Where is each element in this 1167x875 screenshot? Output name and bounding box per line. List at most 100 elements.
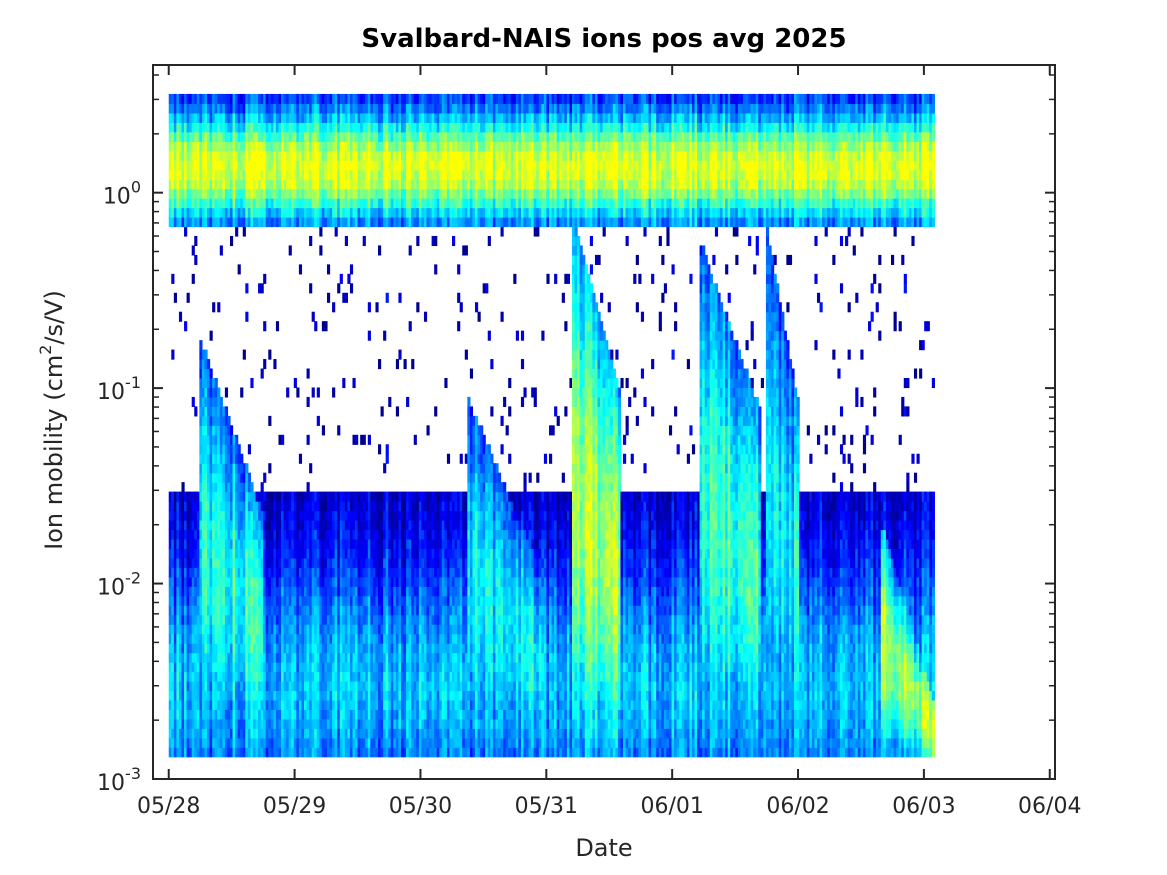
heatmap-cell <box>237 652 241 663</box>
heatmap-cell <box>296 520 300 531</box>
heatmap-cell <box>349 198 354 209</box>
heatmap-cell <box>227 179 231 190</box>
heatmap-cell <box>314 160 318 171</box>
heatmap-cell <box>365 699 369 710</box>
heatmap-cell <box>229 586 234 597</box>
heatmap-cell <box>291 529 295 540</box>
heatmap-cell <box>176 614 180 625</box>
heatmap-cell <box>355 662 359 673</box>
heatmap-cell <box>224 709 229 720</box>
heatmap-cell <box>176 643 180 654</box>
heatmap-cell <box>319 169 323 180</box>
heatmap-cell <box>281 605 285 616</box>
heatmap-cell <box>298 520 303 531</box>
heatmap-cell <box>263 131 267 142</box>
heatmap-cell <box>334 188 338 199</box>
heatmap-cell <box>196 576 200 587</box>
heatmap-cell <box>217 624 221 635</box>
heatmap-cell <box>242 160 246 171</box>
heatmap-cell <box>281 737 285 748</box>
heatmap-cell <box>332 624 336 635</box>
heatmap-cell <box>232 169 236 180</box>
heatmap-cell <box>240 501 244 512</box>
heatmap-cell <box>265 520 269 531</box>
heatmap-cell <box>265 160 269 171</box>
heatmap-cell <box>316 624 320 635</box>
heatmap-cell <box>176 188 180 199</box>
heatmap-cell <box>222 169 226 180</box>
heatmap-cell <box>339 217 343 228</box>
heatmap-cell <box>263 709 267 720</box>
heatmap-cell <box>207 652 211 663</box>
heatmap-cell <box>332 690 336 701</box>
heatmap-cell <box>194 624 198 635</box>
heatmap-cell <box>181 709 185 720</box>
heatmap-cell <box>184 491 188 502</box>
heatmap-cell <box>347 567 351 578</box>
heatmap-cell <box>252 520 257 531</box>
heatmap-cell <box>227 586 231 597</box>
heatmap-cell <box>247 643 251 654</box>
heatmap-cell <box>406 396 410 407</box>
heatmap-cell <box>329 576 333 587</box>
heatmap-cell <box>235 188 239 199</box>
heatmap-cell <box>311 747 315 758</box>
heatmap-cell <box>186 652 190 663</box>
heatmap-cell <box>199 709 203 720</box>
heatmap-cell <box>326 586 331 597</box>
heatmap-cell <box>304 207 308 218</box>
heatmap-cell <box>212 510 216 521</box>
heatmap-cell <box>362 491 366 502</box>
heatmap-cell <box>184 548 188 559</box>
heatmap-cell <box>186 586 190 597</box>
heatmap-cell <box>362 141 366 152</box>
heatmap-cell <box>270 150 274 161</box>
heatmap-cell <box>337 283 341 294</box>
heatmap-cell <box>263 718 267 729</box>
heatmap-cell <box>301 93 305 105</box>
heatmap-cell <box>311 93 315 105</box>
heatmap-cell <box>227 718 231 729</box>
heatmap-cell <box>265 103 269 114</box>
heatmap-cell <box>304 595 308 606</box>
heatmap-cell <box>263 112 267 123</box>
heatmap-cell <box>212 377 216 389</box>
heatmap-cell <box>332 302 336 313</box>
heatmap-cell <box>357 643 361 654</box>
heatmap-cell <box>260 93 264 105</box>
heatmap-cell <box>252 188 257 199</box>
heatmap-cell <box>283 718 287 729</box>
heatmap-cell <box>214 122 218 133</box>
heatmap-cell <box>224 150 229 161</box>
heatmap-cell <box>281 652 285 663</box>
heatmap-cell <box>301 557 305 568</box>
heatmap-cell <box>255 747 259 758</box>
heatmap-cell <box>326 510 331 521</box>
heatmap-cell <box>362 709 366 720</box>
heatmap-cell <box>339 690 343 701</box>
heatmap-cell <box>365 690 369 701</box>
heatmap-cell <box>334 169 338 180</box>
heatmap-cell <box>201 747 206 758</box>
heatmap-cell <box>319 557 323 568</box>
heatmap-cell <box>250 690 254 701</box>
heatmap-cell <box>212 491 216 502</box>
heatmap-cell <box>332 501 336 512</box>
heatmap-cell <box>204 680 208 692</box>
heatmap-cell <box>168 131 172 142</box>
heatmap-cell <box>339 103 343 114</box>
heatmap-cell <box>275 624 280 635</box>
heatmap-cell <box>286 112 290 123</box>
heatmap-cell <box>301 709 305 720</box>
heatmap-cell <box>337 576 341 587</box>
heatmap-cell <box>258 510 262 521</box>
heatmap-cell <box>314 510 318 521</box>
heatmap-cell <box>281 548 285 559</box>
heatmap-cell <box>352 198 356 209</box>
heatmap-cell <box>181 198 185 209</box>
heatmap-cell <box>255 614 259 625</box>
heatmap-cell <box>316 217 320 228</box>
heatmap-cell <box>355 680 359 692</box>
heatmap-cell <box>293 614 297 625</box>
heatmap-cell <box>288 737 292 748</box>
